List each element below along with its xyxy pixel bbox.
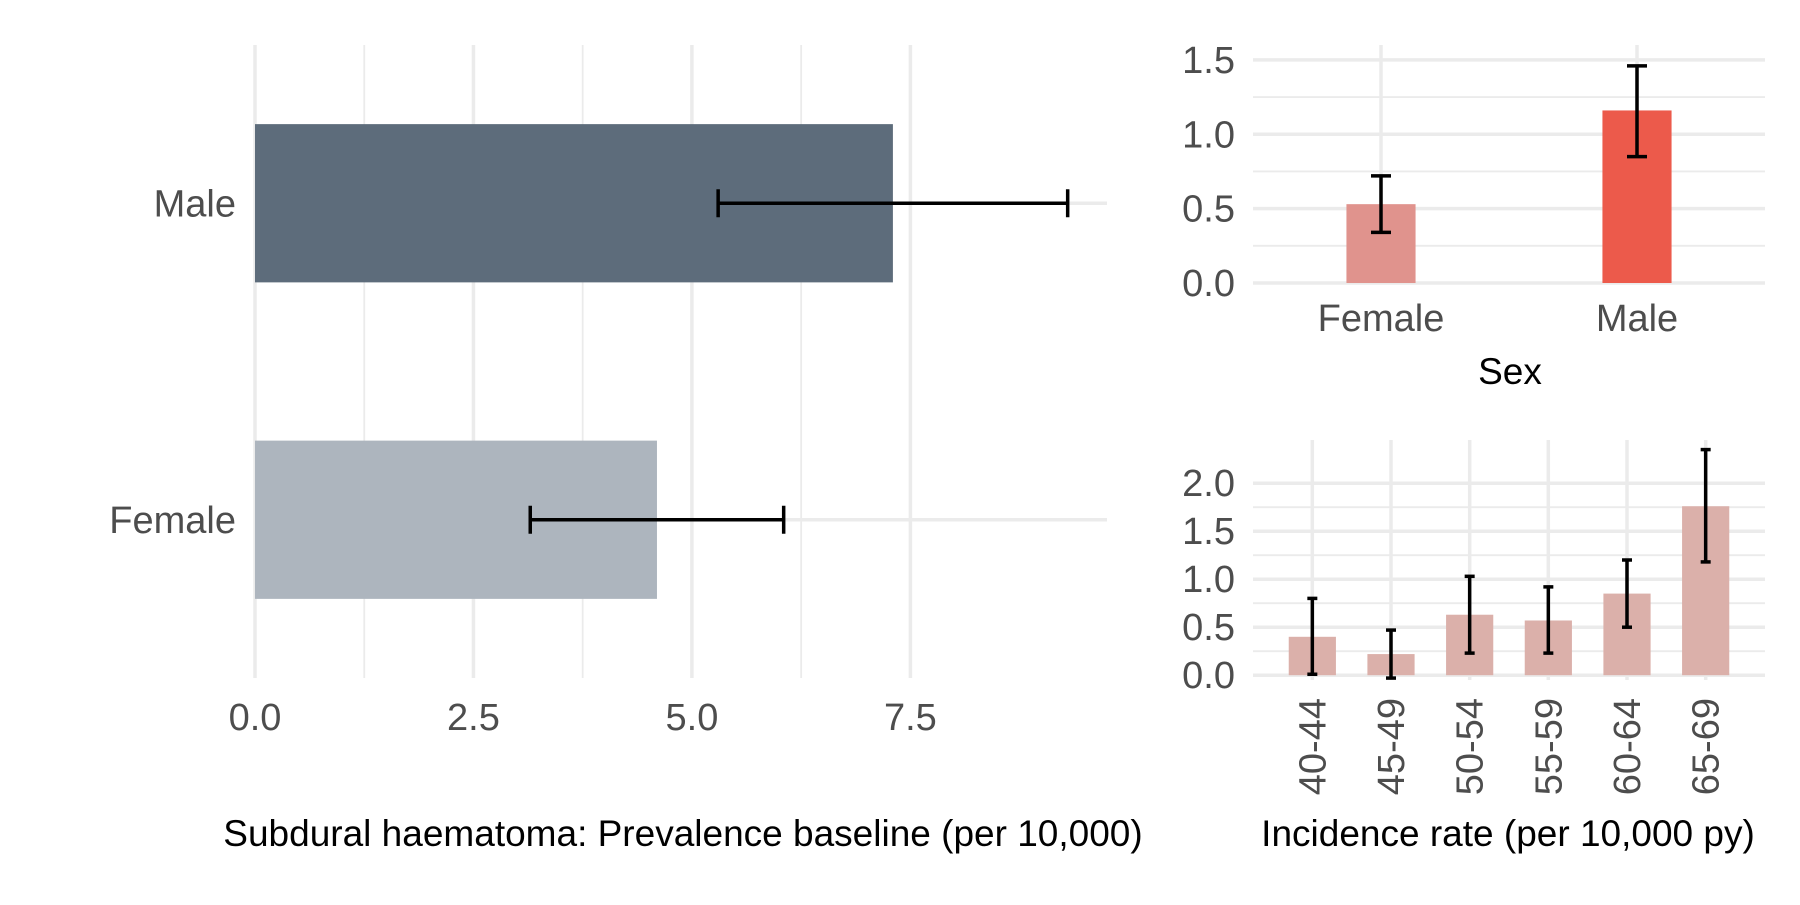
incidence-age-x-tick-label: 65-69 — [1686, 698, 1728, 795]
incidence-age-x-tick-label: 45-49 — [1371, 698, 1413, 795]
prevalence-y-tick-label: Female — [109, 500, 236, 542]
incidence-age-x-tick-label: 60-64 — [1607, 698, 1649, 795]
prevalence-y-tick-label: Male — [154, 183, 236, 225]
incidence-age-y-tick-label: 1.0 — [1182, 559, 1235, 601]
incidence-sex-panel: 0.0 0.5 1.0 1.5 Female Male — [1182, 40, 1765, 340]
incidence-age-y-tick-label: 1.5 — [1182, 511, 1235, 553]
incidence-sex-y-tick-label: 0.0 — [1182, 263, 1235, 305]
incidence-sex-x-tick-label: Female — [1318, 298, 1445, 340]
prevalence-x-tick-label: 2.5 — [447, 697, 500, 739]
incidence-sex-x-tick-label: Male — [1596, 298, 1678, 340]
incidence-age-y-tick-label: 0.0 — [1182, 655, 1235, 697]
prevalence-x-tick-label: 5.0 — [666, 697, 719, 739]
incidence-sex-x-axis-title: Sex — [1478, 351, 1542, 392]
prevalence-x-tick-label: 0.0 — [229, 697, 282, 739]
prevalence-panel: 0.0 2.5 5.0 7.5 Male Female — [109, 45, 1107, 739]
incidence-age-x-tick-label: 40-44 — [1292, 698, 1334, 795]
prevalence-x-tick-label: 7.5 — [884, 697, 937, 739]
incidence-age-x-tick-label: 50-54 — [1450, 698, 1492, 795]
incidence-age-y-tick-label: 0.5 — [1182, 607, 1235, 649]
incidence-sex-y-tick-label: 0.5 — [1182, 189, 1235, 231]
incidence-sex-y-tick-label: 1.0 — [1182, 114, 1235, 156]
incidence-sex-y-tick-label: 1.5 — [1182, 40, 1235, 82]
incidence-age-y-tick-label: 2.0 — [1182, 463, 1235, 505]
incidence-age-panel: 0.0 0.5 1.0 1.5 2.0 40-44 45-49 50-54 55-59 60-64… — [1182, 440, 1765, 795]
prevalence-x-axis-title: Subdural haematoma: Prevalence baseline … — [223, 813, 1142, 854]
incidence-age-x-axis-title: Incidence rate (per 10,000 py) — [1261, 813, 1755, 854]
incidence-age-x-tick-label: 55-59 — [1528, 698, 1570, 795]
